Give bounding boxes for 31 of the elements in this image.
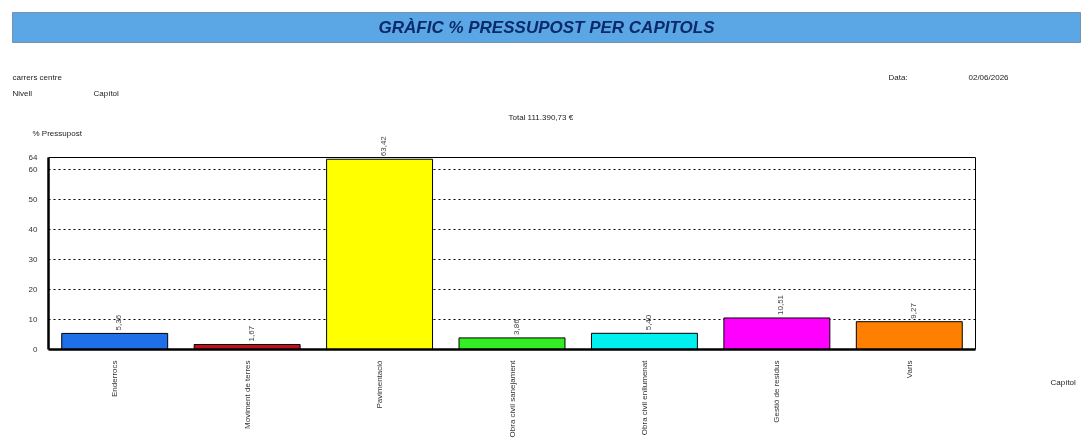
data-label: 5,40 xyxy=(643,314,653,331)
chart-subtitle: Total 111.390,73 € xyxy=(508,112,574,122)
y-tick-label: 40 xyxy=(28,225,39,234)
data-label: 1,67 xyxy=(246,325,256,342)
x-tick-label: Varis xyxy=(904,360,914,379)
y-tick-label: 30 xyxy=(28,255,39,264)
data-label: 9,27 xyxy=(908,302,918,319)
data-label: 3,86 xyxy=(511,318,521,335)
text: Capítol xyxy=(1050,377,1077,387)
x-tick-label: Pavimentació xyxy=(375,359,385,409)
x-tick-label: Obra civil sanejament xyxy=(507,359,517,438)
x-tick-label: Obra civil enllumenat xyxy=(639,359,649,436)
text: Data: xyxy=(888,72,908,82)
y-tick-label: 0 xyxy=(33,345,39,354)
x-tick-label: Enderrocs xyxy=(110,360,120,397)
chart-title: GRÀFIC % PRESSUPOST PER CAPITOLS xyxy=(378,18,716,37)
y-tick-label: 60 xyxy=(28,165,39,174)
text: carrers centre xyxy=(12,72,63,82)
text: 02/06/2026 xyxy=(968,72,1010,82)
y-tick-label: 10 xyxy=(28,315,39,324)
y-axis-title: % Pressupost xyxy=(32,128,83,138)
text: Nivell xyxy=(12,88,33,98)
y-tick-label: 64 xyxy=(28,153,39,162)
data-label: 5,36 xyxy=(114,314,124,331)
text: Capítol xyxy=(93,88,120,98)
y-tick-label: 50 xyxy=(28,195,39,204)
data-label: 10,51 xyxy=(776,294,786,315)
y-tick-label: 20 xyxy=(28,285,39,294)
x-tick-label: Gestió de residus xyxy=(772,360,782,423)
x-tick-label: Moviment de terres xyxy=(242,360,252,429)
data-label: 63,42 xyxy=(379,135,389,157)
